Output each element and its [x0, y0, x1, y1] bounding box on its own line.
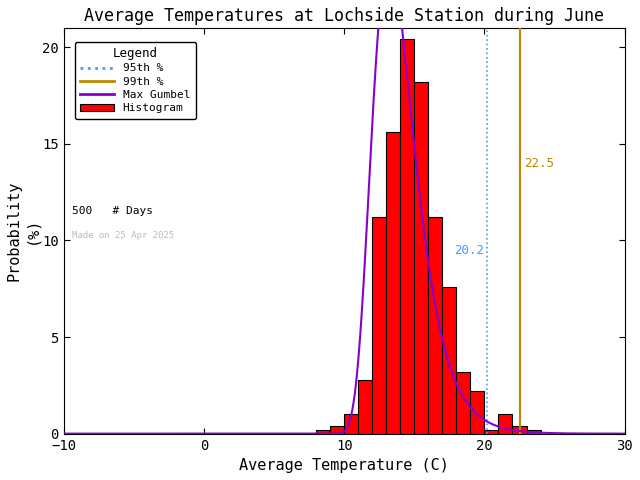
Text: 20.2: 20.2: [454, 243, 484, 257]
Bar: [330, 426, 344, 433]
Text: 22.5: 22.5: [524, 156, 554, 169]
Bar: [400, 39, 414, 433]
X-axis label: Average Temperature (C): Average Temperature (C): [239, 458, 449, 473]
Text: 500   # Days: 500 # Days: [72, 206, 153, 216]
Bar: [387, 132, 400, 433]
Bar: [470, 391, 484, 433]
Y-axis label: Probability
(%): Probability (%): [7, 180, 39, 281]
Bar: [442, 287, 456, 433]
Bar: [428, 217, 442, 433]
Bar: [414, 82, 428, 433]
Text: Made on 25 Apr 2025: Made on 25 Apr 2025: [72, 231, 174, 240]
Bar: [527, 430, 541, 433]
Bar: [316, 430, 330, 433]
Bar: [358, 380, 372, 433]
Bar: [372, 217, 387, 433]
Title: Average Temperatures at Lochside Station during June: Average Temperatures at Lochside Station…: [84, 7, 604, 25]
Bar: [499, 414, 513, 433]
Bar: [344, 414, 358, 433]
Bar: [484, 430, 499, 433]
Bar: [513, 426, 527, 433]
Bar: [456, 372, 470, 433]
Legend: 95th %, 99th %, Max Gumbel, Histogram: 95th %, 99th %, Max Gumbel, Histogram: [75, 42, 196, 119]
